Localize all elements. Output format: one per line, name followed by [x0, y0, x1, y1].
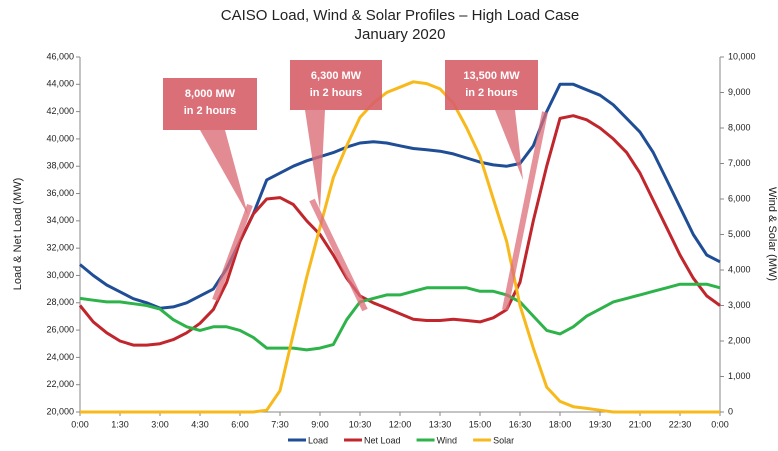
x-tick-label: 19:30	[589, 419, 612, 429]
y2-tick-label: 0	[728, 406, 733, 416]
y-tick-label: 20,000	[46, 406, 74, 416]
y2-tick-label: 10,000	[728, 51, 756, 61]
legend-label: Net Load	[364, 435, 401, 445]
legend-label: Load	[308, 435, 328, 445]
y2-tick-label: 2,000	[728, 335, 751, 345]
x-tick-label: 7:30	[271, 419, 289, 429]
x-tick-label: 4:30	[191, 419, 209, 429]
y2-tick-label: 3,000	[728, 300, 751, 310]
y-tick-label: 28,000	[46, 297, 74, 307]
x-tick-label: 15:00	[469, 419, 492, 429]
y-tick-label: 40,000	[46, 133, 74, 143]
y-tick-label: 36,000	[46, 188, 74, 198]
x-tick-label: 16:30	[509, 419, 532, 429]
legend-label: Wind	[437, 435, 458, 445]
y2-tick-label: 7,000	[728, 158, 751, 168]
series-line	[79, 82, 721, 310]
y-tick-label: 22,000	[46, 379, 74, 389]
annotation: 13,500 MW	[463, 70, 520, 82]
y-tick-label: 46,000	[46, 51, 74, 61]
y2-tick-label: 9,000	[728, 87, 751, 97]
ramp-arrow	[502, 111, 548, 311]
y2-tick-label: 5,000	[728, 229, 751, 239]
x-tick-label: 18:00	[549, 419, 572, 429]
annotation: 6,300 MW	[311, 70, 362, 82]
y-tick-label: 32,000	[46, 243, 74, 253]
y-tick-label: 24,000	[46, 352, 74, 362]
series-line	[78, 114, 721, 347]
x-tick-label: 13:30	[429, 419, 452, 429]
chart-subtitle: January 2020	[355, 26, 446, 43]
y-tick-label: 42,000	[46, 106, 74, 116]
ramp-arrow	[212, 203, 253, 302]
y-tick-label: 44,000	[46, 79, 74, 89]
callout-box	[290, 60, 382, 110]
callout-pointer	[200, 130, 248, 215]
y2-axis-label: Wind & Solar (MW)	[766, 187, 778, 281]
x-tick-label: 12:00	[389, 419, 412, 429]
annotation: 8,000 MW	[185, 88, 236, 100]
x-tick-label: 10:30	[349, 419, 372, 429]
annotation: in 2 hours	[184, 105, 237, 117]
callout-pointer	[495, 110, 523, 180]
y2-tick-label: 6,000	[728, 193, 751, 203]
x-tick-label: 6:00	[231, 419, 249, 429]
x-tick-label: 0:00	[711, 419, 729, 429]
y2-tick-label: 1,000	[728, 371, 751, 381]
callout-pointer	[305, 110, 325, 210]
callout-box	[445, 60, 538, 110]
legend-label: Solar	[493, 435, 514, 445]
x-tick-label: 21:00	[629, 419, 652, 429]
series-line	[80, 80, 720, 414]
ramp-arrow	[309, 198, 368, 312]
y-tick-label: 38,000	[46, 161, 74, 171]
y2-tick-label: 4,000	[728, 264, 751, 274]
annotation: in 2 hours	[465, 87, 518, 99]
callout-box	[163, 78, 257, 130]
y-axis-label: Load & Net Load (MW)	[12, 178, 24, 291]
y2-tick-label: 8,000	[728, 122, 751, 132]
x-tick-label: 9:00	[311, 419, 329, 429]
x-tick-label: 3:00	[151, 419, 169, 429]
annotation: in 2 hours	[310, 87, 363, 99]
x-tick-label: 0:00	[71, 419, 89, 429]
y-tick-label: 30,000	[46, 270, 74, 280]
y-tick-label: 34,000	[46, 215, 74, 225]
series-line	[79, 282, 721, 352]
x-tick-label: 1:30	[111, 419, 129, 429]
x-tick-label: 22:30	[669, 419, 692, 429]
chart-title: CAISO Load, Wind & Solar Profiles – High…	[221, 7, 580, 24]
y-tick-label: 26,000	[46, 324, 74, 334]
